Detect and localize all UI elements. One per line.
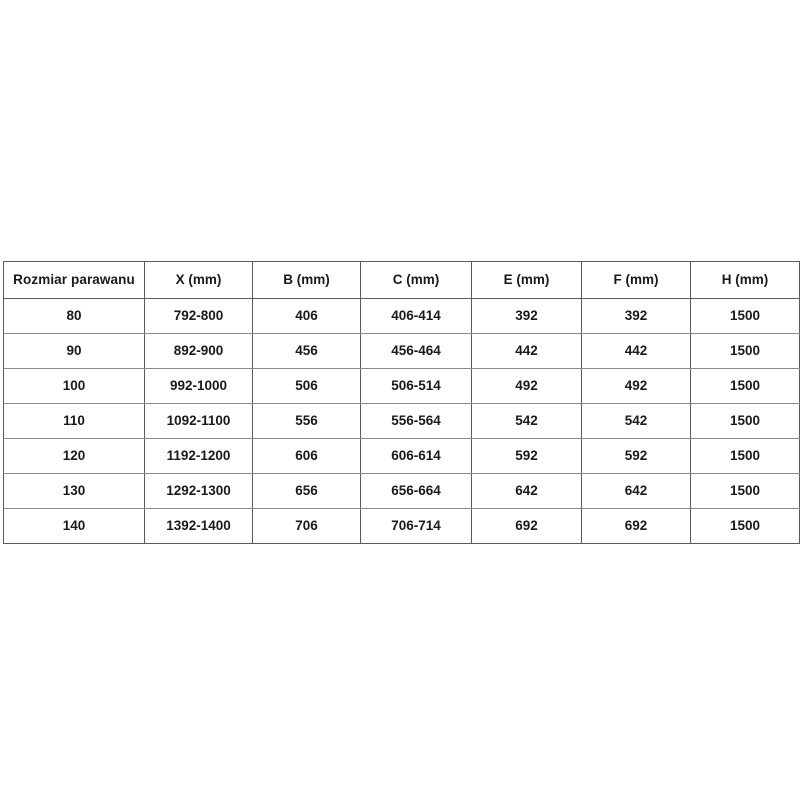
column-header-rozmiar-parawanu: Rozmiar parawanu	[3, 261, 145, 299]
spec-table-container: Rozmiar parawanu X (mm) B (mm) C (mm) E …	[3, 261, 800, 544]
cell-x: 1192-1200	[144, 438, 253, 474]
column-header-b: B (mm)	[252, 261, 361, 299]
cell-b: 556	[252, 403, 361, 439]
cell-x: 992-1000	[144, 368, 253, 404]
cell-b: 706	[252, 508, 361, 544]
column-header-c: C (mm)	[360, 261, 472, 299]
cell-e: 642	[471, 473, 582, 509]
cell-f: 442	[581, 333, 691, 369]
cell-f: 642	[581, 473, 691, 509]
cell-h: 1500	[690, 473, 800, 509]
cell-c: 706-714	[360, 508, 472, 544]
cell-e: 392	[471, 298, 582, 334]
table-header-row: Rozmiar parawanu X (mm) B (mm) C (mm) E …	[3, 261, 800, 299]
spec-table: Rozmiar parawanu X (mm) B (mm) C (mm) E …	[3, 261, 800, 544]
cell-x: 792-800	[144, 298, 253, 334]
cell-f: 492	[581, 368, 691, 404]
table-row: 140 1392-1400 706 706-714 692 692 1500	[3, 508, 800, 544]
cell-c: 406-414	[360, 298, 472, 334]
cell-size: 120	[3, 438, 145, 474]
cell-f: 392	[581, 298, 691, 334]
cell-e: 442	[471, 333, 582, 369]
spec-table-head: Rozmiar parawanu X (mm) B (mm) C (mm) E …	[3, 261, 800, 299]
cell-c: 606-614	[360, 438, 472, 474]
cell-e: 592	[471, 438, 582, 474]
cell-h: 1500	[690, 438, 800, 474]
cell-c: 556-564	[360, 403, 472, 439]
cell-e: 492	[471, 368, 582, 404]
column-header-e: E (mm)	[471, 261, 582, 299]
cell-h: 1500	[690, 298, 800, 334]
table-row: 130 1292-1300 656 656-664 642 642 1500	[3, 473, 800, 509]
cell-x: 892-900	[144, 333, 253, 369]
cell-b: 606	[252, 438, 361, 474]
column-header-f: F (mm)	[581, 261, 691, 299]
cell-h: 1500	[690, 368, 800, 404]
column-header-x: X (mm)	[144, 261, 253, 299]
cell-size: 110	[3, 403, 145, 439]
cell-e: 692	[471, 508, 582, 544]
table-row: 120 1192-1200 606 606-614 592 592 1500	[3, 438, 800, 474]
cell-b: 506	[252, 368, 361, 404]
cell-f: 692	[581, 508, 691, 544]
cell-size: 100	[3, 368, 145, 404]
column-header-h: H (mm)	[690, 261, 800, 299]
cell-f: 542	[581, 403, 691, 439]
cell-size: 90	[3, 333, 145, 369]
table-row: 100 992-1000 506 506-514 492 492 1500	[3, 368, 800, 404]
cell-h: 1500	[690, 403, 800, 439]
cell-c: 456-464	[360, 333, 472, 369]
table-row: 80 792-800 406 406-414 392 392 1500	[3, 298, 800, 334]
cell-h: 1500	[690, 508, 800, 544]
table-row: 110 1092-1100 556 556-564 542 542 1500	[3, 403, 800, 439]
cell-x: 1292-1300	[144, 473, 253, 509]
cell-x: 1092-1100	[144, 403, 253, 439]
cell-b: 406	[252, 298, 361, 334]
cell-size: 140	[3, 508, 145, 544]
table-row: 90 892-900 456 456-464 442 442 1500	[3, 333, 800, 369]
cell-c: 656-664	[360, 473, 472, 509]
cell-size: 80	[3, 298, 145, 334]
cell-b: 656	[252, 473, 361, 509]
cell-b: 456	[252, 333, 361, 369]
cell-h: 1500	[690, 333, 800, 369]
cell-x: 1392-1400	[144, 508, 253, 544]
cell-f: 592	[581, 438, 691, 474]
cell-c: 506-514	[360, 368, 472, 404]
spec-table-body: 80 792-800 406 406-414 392 392 1500 90 8…	[3, 298, 800, 544]
cell-size: 130	[3, 473, 145, 509]
cell-e: 542	[471, 403, 582, 439]
